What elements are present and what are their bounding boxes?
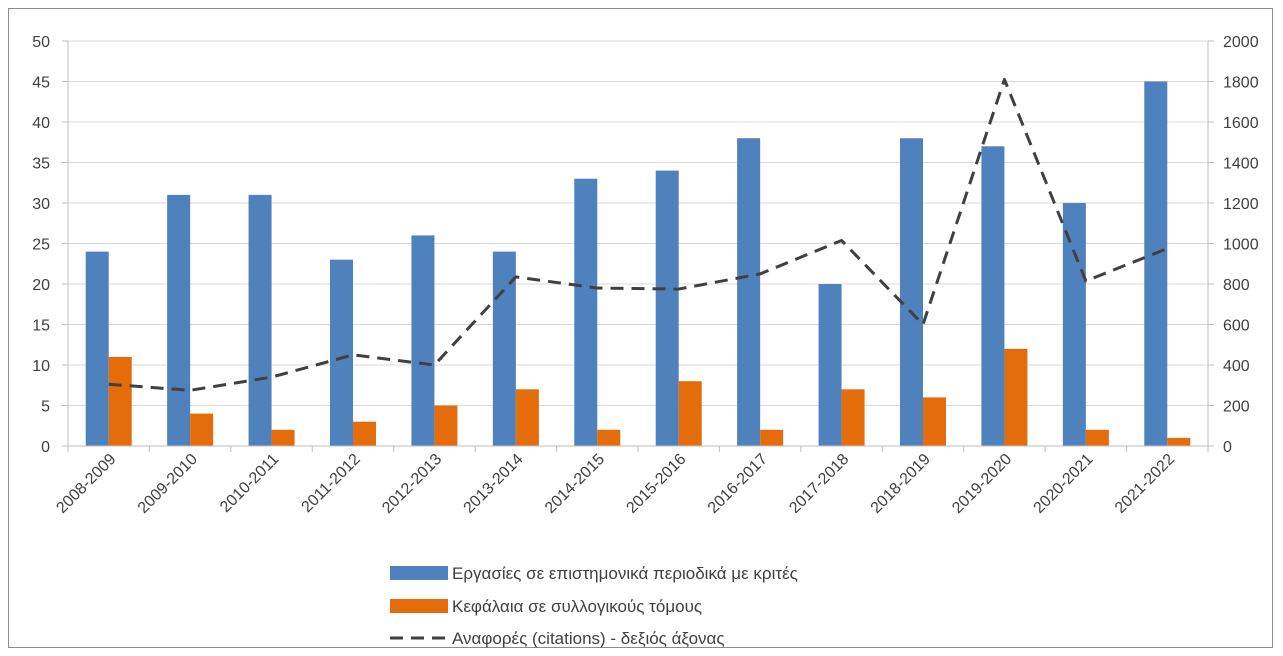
bar-series-0-2020-2021 [1062,203,1086,446]
x-category-label: 2019-2020 [949,451,1015,517]
bar-series-0-2015-2016 [655,170,679,446]
x-category-label: 2020-2021 [1031,451,1097,517]
y-right-tick-label: 1600 [1223,115,1259,132]
y-left-tick-label: 35 [32,156,50,173]
legend-label-1: Κεφάλαια σε συλλογικούς τόμους [452,597,702,616]
bar-series-0-2009-2010 [167,194,191,446]
legend-label-0: Εργασίες σε επιστημονικά περιοδικά με κρ… [452,564,798,583]
bar-series-0-2013-2014 [492,251,516,446]
x-category-label: 2008-2009 [53,451,119,517]
y-right-tick-label: 1200 [1223,196,1259,213]
x-category-label: 2012-2013 [379,451,445,517]
bar-series-1-2011-2012 [353,421,376,446]
x-category-label: 2015-2016 [623,451,689,517]
legend: Εργασίες σε επιστημονικά περιοδικά με κρ… [390,564,798,648]
y-right-tick-label: 0 [1223,439,1232,456]
chart-area [8,8,1273,648]
x-category-label: 2016-2017 [705,451,771,517]
x-category-label: 2014-2015 [542,451,608,517]
citations-line-layer [108,77,1168,392]
y-left-tick-label: 40 [32,115,50,132]
x-category-label: 2010-2011 [217,451,282,516]
y-right-tick-label: 400 [1223,358,1250,375]
y-right-tick-label: 600 [1223,318,1250,335]
bar-series-1-2012-2013 [434,405,458,446]
bar-series-0-2021-2022 [1144,81,1168,446]
y-left-tick-label: 5 [41,399,50,416]
citations-line [108,77,1168,392]
x-category-label: 2018-2019 [868,451,934,517]
y-right-tick-label: 1400 [1223,156,1259,173]
bar-series-0-2016-2017 [737,138,761,446]
gridlines [68,40,1208,447]
bar-series-0-2019-2020 [981,146,1005,447]
x-category-label: 2017-2018 [786,451,852,517]
legend-label-2: Αναφορές (citations) - δεξιός άξονας [452,629,725,648]
legend-swatch-0 [390,566,448,580]
y-left-tick-label: 45 [32,75,50,92]
bar-series-1-2017-2018 [841,389,865,446]
y-left-tick-label: 10 [32,358,50,375]
bar-series-0-2008-2009 [85,251,109,446]
bar-series-1-2010-2011 [271,429,295,446]
legend-swatch-1 [390,599,448,613]
y-left-tick-label: 30 [32,196,50,213]
bar-series-1-2009-2010 [190,413,214,446]
y-right-tick-label: 1000 [1223,237,1259,254]
y-right-tick-label: 800 [1223,277,1250,294]
x-category-label: 2021-2022 [1112,451,1178,517]
x-category-label: 2011-2012 [299,451,364,516]
bar-series-1-2015-2016 [678,381,702,446]
x-category-label: 2013-2014 [461,451,527,517]
bars [85,81,1191,447]
bar-series-0-2011-2012 [330,259,353,446]
bar-series-0-2017-2018 [818,284,842,446]
y-right-tick-label: 200 [1223,399,1250,416]
bar-series-1-2018-2019 [923,397,946,446]
bar-series-1-2013-2014 [515,389,539,446]
bar-series-1-2020-2021 [1085,429,1109,446]
bar-series-1-2021-2022 [1167,437,1191,446]
bar-series-0-2014-2015 [574,178,598,446]
y-left-tick-label: 20 [32,277,50,294]
y-left-tick-label: 25 [32,237,50,254]
y-left-tick-label: 15 [32,318,50,335]
bar-series-1-2014-2015 [597,429,621,446]
y-left-tick-label: 50 [32,34,50,51]
bar-series-1-2019-2020 [1004,348,1028,446]
y-right-tick-label: 2000 [1223,34,1259,51]
y-right-tick-label: 1800 [1223,75,1259,92]
x-category-label: 2009-2010 [135,451,201,517]
bar-series-1-2008-2009 [108,356,132,446]
y-left-tick-label: 0 [41,439,50,456]
bar-series-1-2016-2017 [760,429,784,446]
bar-series-0-2018-2019 [900,138,923,446]
bar-series-0-2012-2013 [411,235,435,446]
bar-series-0-2010-2011 [248,194,272,446]
